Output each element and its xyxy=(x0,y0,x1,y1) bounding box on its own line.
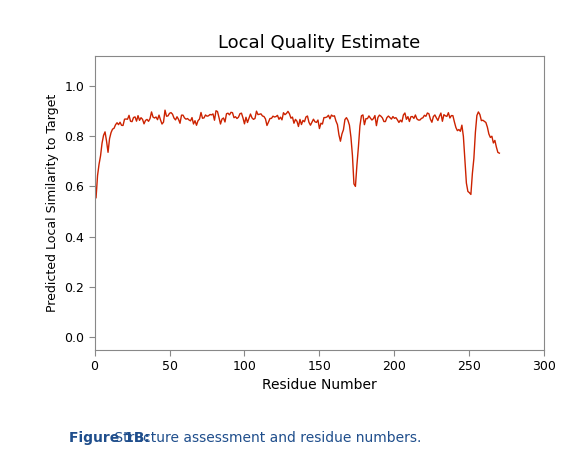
Text: Figure 1B:: Figure 1B: xyxy=(69,431,150,445)
X-axis label: Residue Number: Residue Number xyxy=(262,378,377,392)
Text: Structure assessment and residue numbers.: Structure assessment and residue numbers… xyxy=(110,431,421,445)
Title: Local Quality Estimate: Local Quality Estimate xyxy=(218,34,421,52)
Y-axis label: Predicted Local Similarity to Target: Predicted Local Similarity to Target xyxy=(46,94,58,312)
